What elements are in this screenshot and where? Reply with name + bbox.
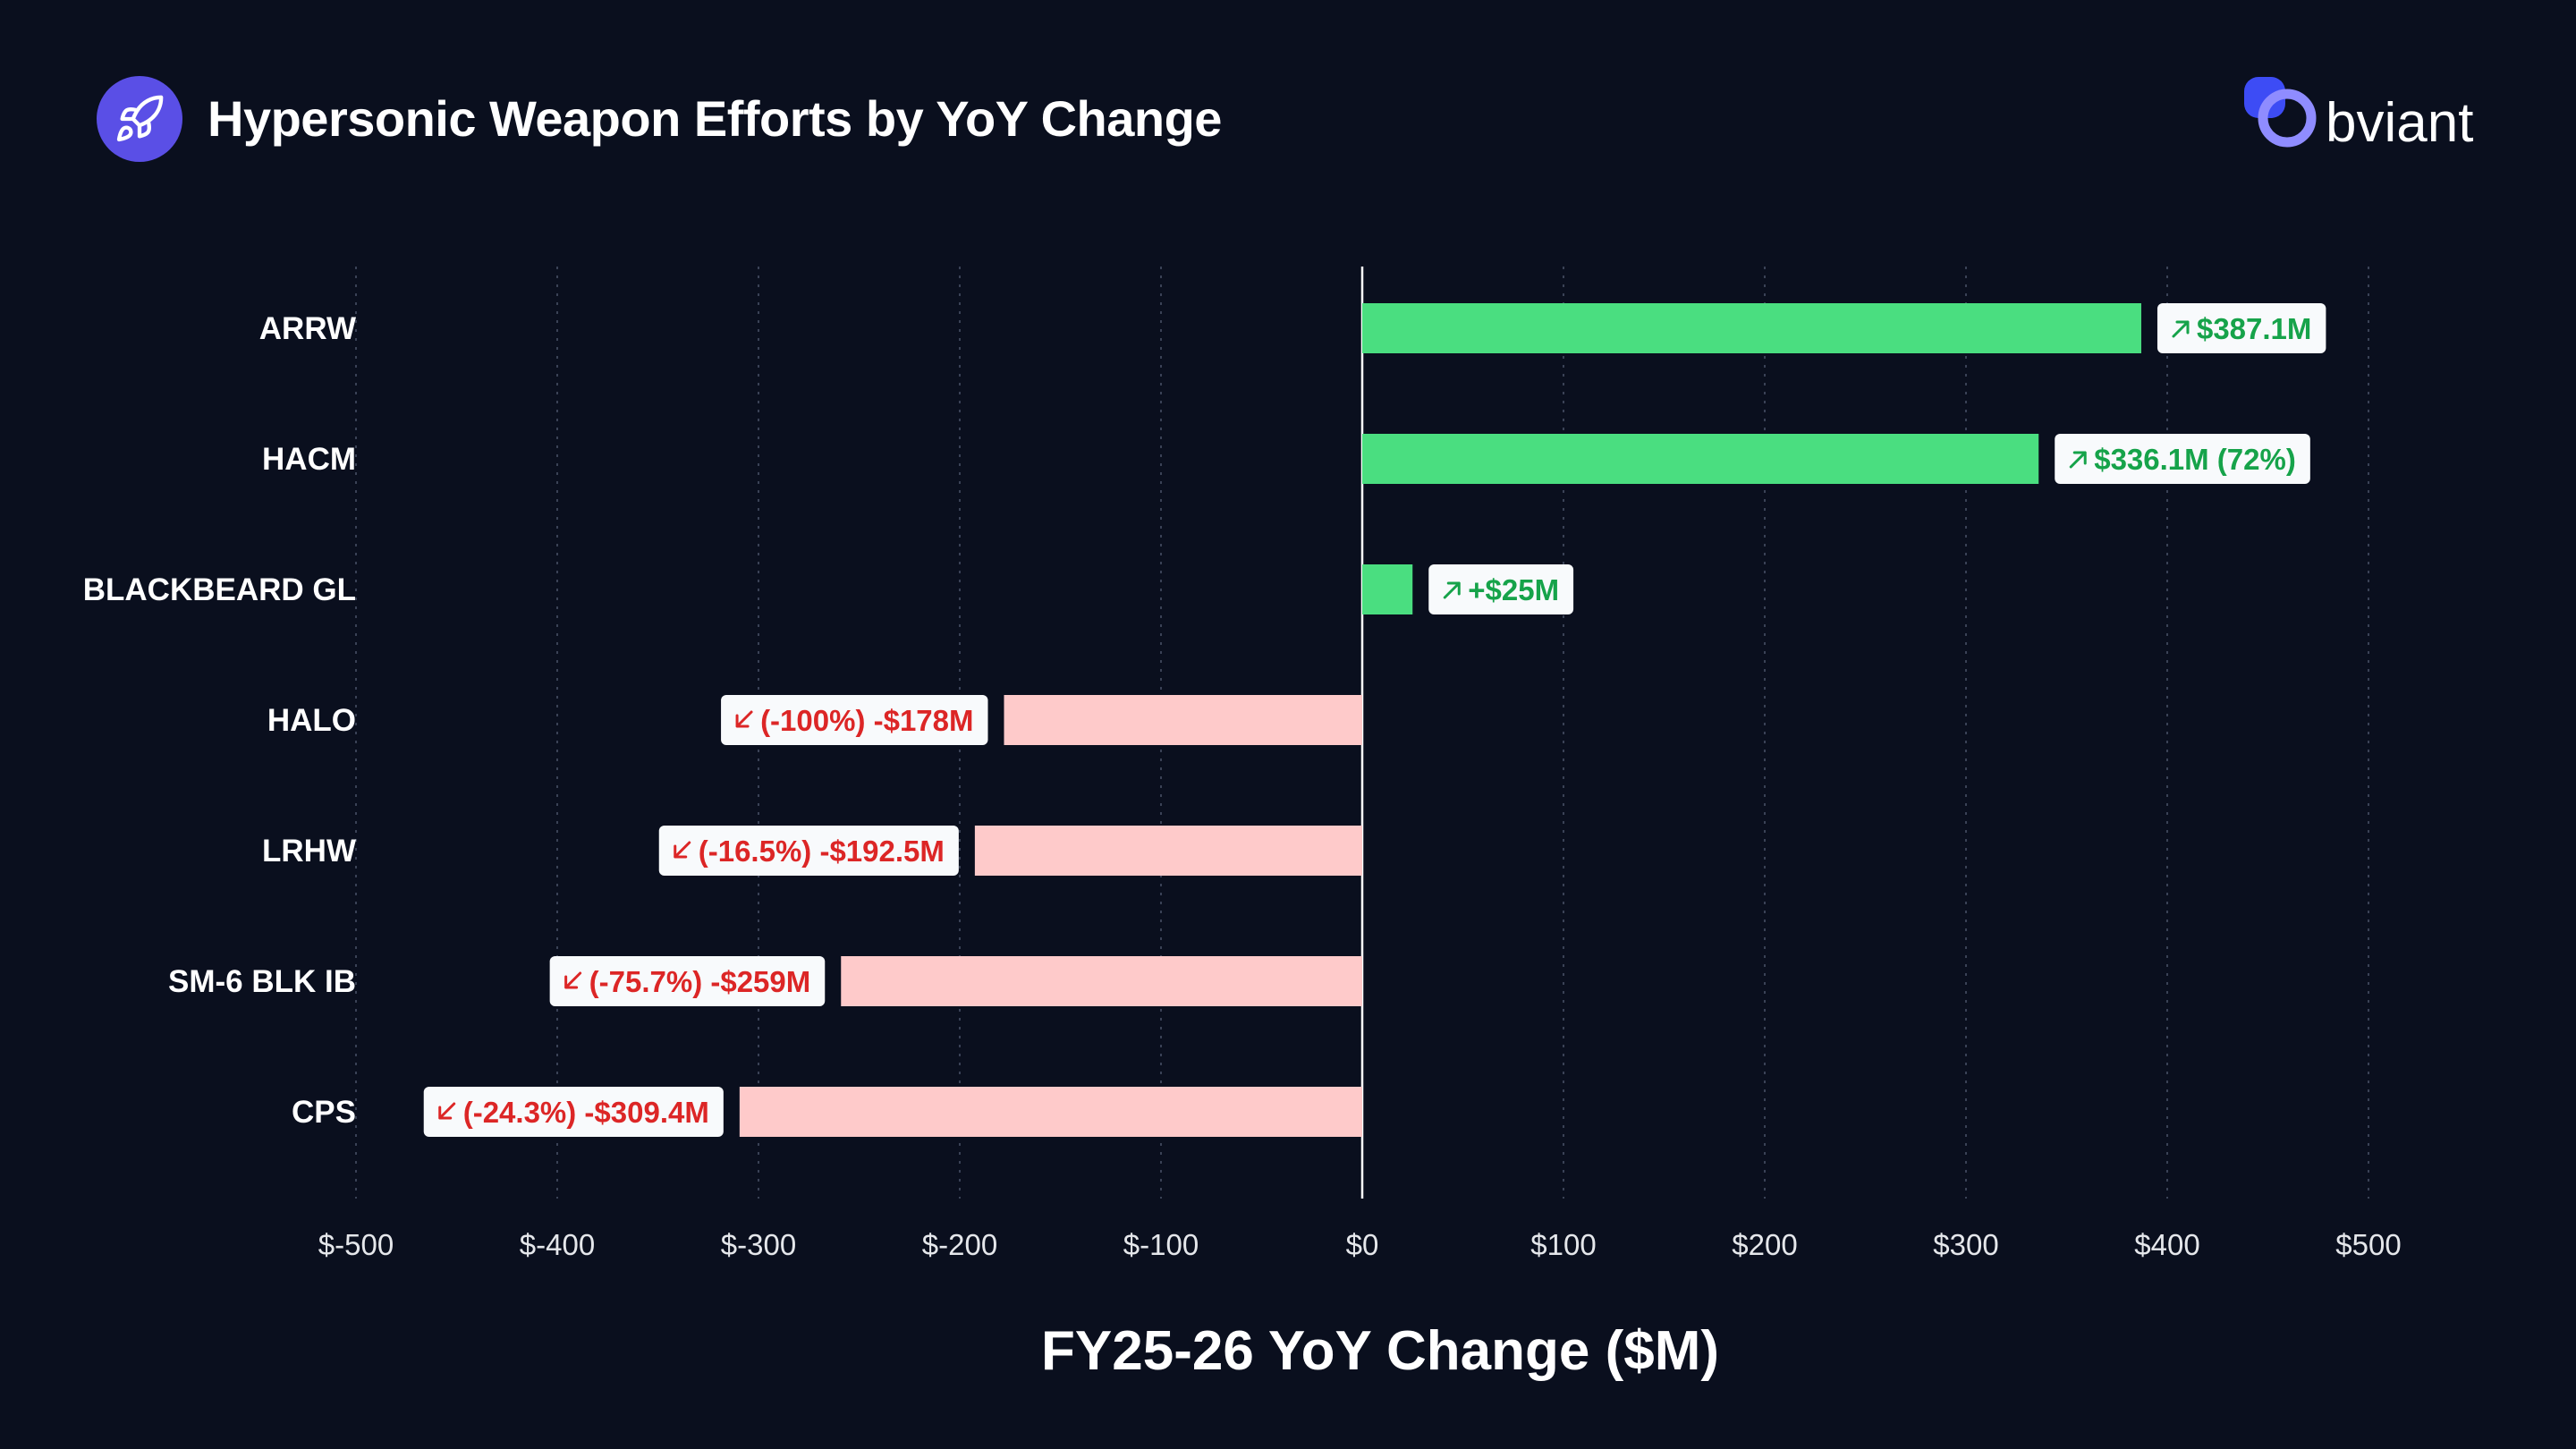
logo-text: bviant — [2326, 92, 2474, 154]
category-label: HACM — [262, 442, 356, 477]
category-label: CPS — [292, 1095, 356, 1130]
bar — [1004, 695, 1362, 745]
rocket-icon — [97, 76, 182, 162]
data-label-box — [549, 956, 826, 1006]
arrow-down-left-icon — [735, 710, 753, 728]
data-label-box — [423, 1087, 724, 1137]
arrow-down-left-icon — [438, 1102, 456, 1120]
data-label: (-24.3%) -$309.4M — [463, 1096, 709, 1129]
chart-title: Hypersonic Weapon Efforts by YoY Change — [208, 90, 1222, 147]
x-tick-label: $-400 — [520, 1228, 595, 1261]
data-label: +$25M — [1468, 573, 1559, 606]
arrow-up-right-icon — [2172, 320, 2190, 338]
x-tick-label: $-300 — [721, 1228, 796, 1261]
category-label: LRHW — [262, 834, 356, 869]
bar — [841, 956, 1362, 1006]
arrow-down-left-icon — [674, 841, 691, 859]
arrow-up-right-icon — [1443, 581, 1461, 599]
data-label: $387.1M — [2197, 312, 2311, 345]
bar — [1362, 434, 2039, 484]
data-label-box — [2157, 303, 2326, 353]
arrow-down-left-icon — [564, 971, 582, 989]
x-tick-label: $-100 — [1123, 1228, 1199, 1261]
category-label: BLACKBEARD GL — [83, 572, 356, 607]
category-label: ARRW — [259, 311, 356, 346]
category-label: SM-6 BLK IB — [168, 964, 356, 999]
data-label: $336.1M (72%) — [2094, 443, 2296, 476]
category-label: HALO — [267, 703, 356, 738]
bar — [1362, 303, 2141, 353]
x-tick-label: $200 — [1732, 1228, 1797, 1261]
x-tick-label: $100 — [1530, 1228, 1596, 1261]
data-label: (-100%) -$178M — [760, 704, 973, 737]
arrow-up-right-icon — [2069, 451, 2087, 469]
x-tick-label: $0 — [1346, 1228, 1379, 1261]
data-label: (-16.5%) -$192.5M — [699, 835, 945, 868]
x-tick-label: $400 — [2134, 1228, 2199, 1261]
data-label-box — [721, 695, 988, 745]
x-axis-title: FY25-26 YoY Change ($M) — [1041, 1320, 1719, 1382]
x-tick-label: $500 — [2335, 1228, 2401, 1261]
x-tick-label: $-200 — [922, 1228, 997, 1261]
bar — [974, 826, 1362, 876]
bar — [1362, 564, 1413, 614]
bar — [739, 1087, 1362, 1137]
data-label-box — [1428, 564, 1574, 614]
logo-mark-icon — [2244, 77, 2317, 148]
data-label: (-75.7%) -$259M — [589, 965, 811, 998]
data-label-box — [658, 826, 959, 876]
data-label-box — [2055, 434, 2310, 484]
x-tick-label: $300 — [1933, 1228, 1998, 1261]
obviant-logo: bviant — [2241, 72, 2491, 161]
x-tick-label: $-500 — [318, 1228, 394, 1261]
